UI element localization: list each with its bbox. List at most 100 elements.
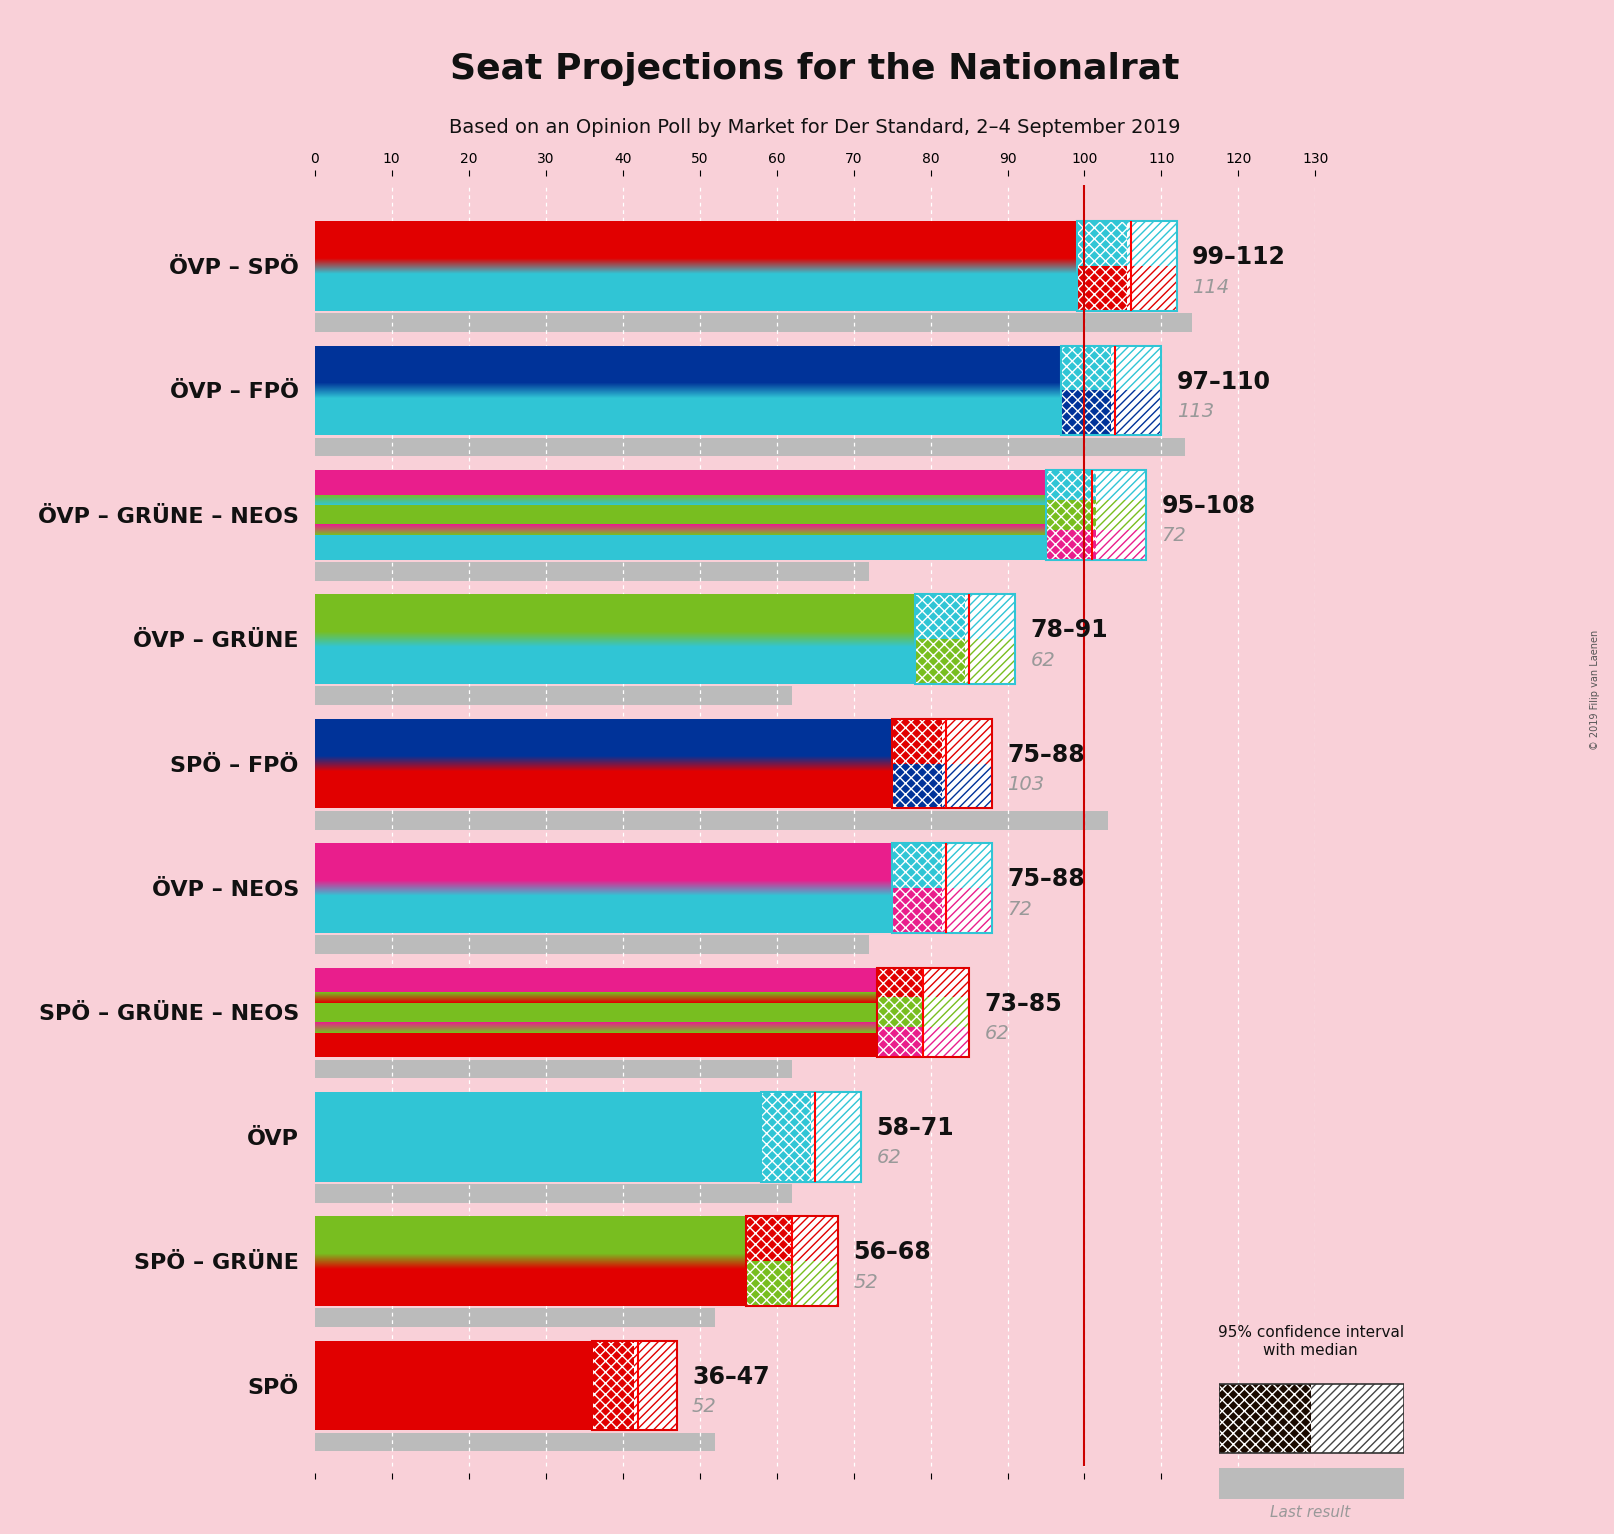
Bar: [746, 1261, 792, 1305]
Bar: [762, 1092, 812, 1181]
Bar: [315, 1309, 715, 1327]
Bar: [746, 1261, 792, 1305]
Bar: [965, 594, 1015, 640]
Bar: [1046, 469, 1146, 560]
Bar: [1219, 1384, 1311, 1454]
Bar: [943, 888, 993, 933]
Text: Based on an Opinion Poll by Market for Der Standard, 2–4 September 2019: Based on an Opinion Poll by Market for D…: [449, 118, 1181, 137]
Bar: [315, 936, 868, 954]
Bar: [1077, 221, 1177, 311]
Bar: [792, 1216, 838, 1261]
Bar: [315, 1433, 715, 1451]
Bar: [923, 1028, 968, 1057]
Bar: [315, 844, 993, 888]
Bar: [1046, 500, 1096, 529]
Bar: [1127, 221, 1177, 265]
Bar: [965, 594, 1015, 640]
Bar: [893, 844, 943, 888]
Text: 75–88: 75–88: [1007, 742, 1085, 767]
Bar: [876, 1028, 923, 1057]
Bar: [315, 221, 1177, 265]
Bar: [315, 469, 1146, 500]
Bar: [634, 1341, 676, 1430]
Bar: [893, 844, 943, 888]
Bar: [762, 1092, 862, 1181]
Bar: [315, 888, 993, 933]
Bar: [876, 968, 968, 1057]
Text: 97–110: 97–110: [1177, 370, 1270, 394]
Bar: [812, 1092, 862, 1181]
Bar: [315, 1028, 968, 1057]
Bar: [792, 1261, 838, 1305]
Bar: [315, 313, 1193, 331]
Bar: [923, 1028, 968, 1057]
Bar: [634, 1341, 676, 1430]
Text: © 2019 Filip van Laenen: © 2019 Filip van Laenen: [1590, 630, 1599, 750]
Bar: [812, 1092, 862, 1181]
Bar: [592, 1341, 634, 1430]
Bar: [893, 764, 943, 808]
Bar: [315, 764, 993, 808]
Bar: [1046, 529, 1096, 560]
Bar: [592, 1341, 634, 1430]
Bar: [746, 1216, 838, 1305]
Text: 103: 103: [1007, 775, 1044, 795]
Bar: [923, 997, 968, 1028]
Bar: [1112, 345, 1162, 390]
Bar: [893, 888, 943, 933]
Bar: [315, 561, 868, 581]
Bar: [923, 968, 968, 997]
Bar: [315, 997, 968, 1028]
Bar: [1112, 345, 1162, 390]
Bar: [1311, 1384, 1404, 1454]
Bar: [876, 968, 923, 997]
Bar: [1046, 500, 1096, 529]
Bar: [315, 265, 1177, 311]
Bar: [315, 594, 1015, 640]
Text: 113: 113: [1177, 402, 1214, 420]
Bar: [592, 1341, 676, 1430]
Text: 73–85: 73–85: [985, 991, 1062, 1016]
Bar: [923, 968, 968, 997]
Bar: [893, 888, 943, 933]
Bar: [876, 997, 923, 1028]
Text: 114: 114: [1193, 278, 1230, 296]
Bar: [893, 719, 943, 764]
Text: 58–71: 58–71: [876, 1117, 954, 1140]
Text: 62: 62: [985, 1025, 1009, 1043]
Bar: [893, 719, 993, 808]
Bar: [315, 640, 1015, 684]
Text: Last result: Last result: [1270, 1505, 1351, 1520]
Bar: [315, 1216, 838, 1261]
Bar: [1127, 265, 1177, 311]
Text: 95–108: 95–108: [1162, 494, 1256, 518]
Bar: [1127, 265, 1177, 311]
Bar: [315, 719, 993, 764]
Bar: [1127, 221, 1177, 265]
Text: 99–112: 99–112: [1193, 245, 1286, 270]
Bar: [1077, 221, 1127, 265]
Text: 52: 52: [854, 1273, 878, 1292]
Bar: [915, 594, 1015, 684]
Bar: [1077, 265, 1127, 311]
Bar: [315, 529, 1146, 560]
Bar: [965, 640, 1015, 684]
Bar: [315, 500, 1146, 529]
Bar: [1077, 265, 1127, 311]
Bar: [315, 1092, 862, 1181]
Bar: [876, 1028, 923, 1057]
Bar: [315, 390, 1162, 436]
Bar: [893, 719, 943, 764]
Bar: [1077, 221, 1127, 265]
Text: 75–88: 75–88: [1007, 867, 1085, 891]
Bar: [876, 997, 923, 1028]
Bar: [1046, 469, 1096, 500]
Bar: [315, 1184, 792, 1203]
Text: 56–68: 56–68: [854, 1241, 931, 1264]
Bar: [943, 888, 993, 933]
Bar: [1096, 469, 1146, 500]
Bar: [746, 1216, 792, 1261]
Text: 72: 72: [1007, 899, 1033, 919]
Bar: [1311, 1384, 1404, 1454]
Bar: [792, 1216, 838, 1261]
